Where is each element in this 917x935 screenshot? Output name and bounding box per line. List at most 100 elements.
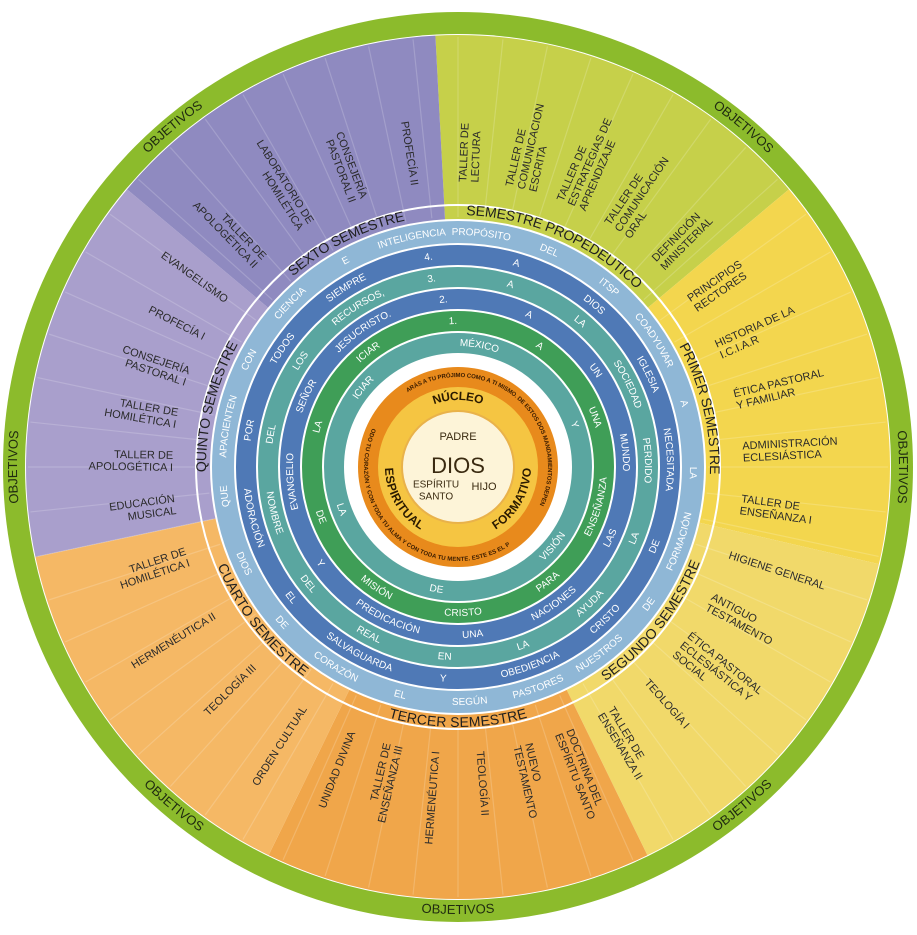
sector-streak [48,543,221,601]
objetivos-label: OBJETIVOS [5,430,22,505]
mission-ring-r5 [302,311,614,623]
ring-word-r1: E [340,254,351,267]
mission-rings: INTELIGENCIA PROPÓSITODELITSPCOADYUVARALA… [210,219,706,715]
ring-word-r3: PERDIDO [640,437,653,484]
ring-word-r3: EN [437,651,452,663]
sector-streak [169,147,292,282]
sector-streak [695,543,868,601]
ring-word-r5: LA [311,419,325,434]
sector-streak [624,652,747,787]
ring-word-r5: CRISTO [444,606,483,619]
course-tercero: TEOLOGÍA II [474,751,492,817]
center-espiritu: ESPÍRITU [413,478,459,491]
course-label-line: LECTURA [469,130,483,182]
ring-word-r1: EL [393,688,408,702]
ring-word-r4: A [524,308,535,321]
sector-streak [412,715,433,895]
mission-ring-r3 [258,267,658,667]
course-label-line: ECLESIÁSTICA [743,448,823,465]
sector-streak [659,213,807,321]
ring-word-r2: Y [439,673,447,684]
sector-streak [30,492,210,513]
sector-streak [324,57,382,230]
ring-word-r5: 1. [448,316,457,327]
sector-streak [509,711,548,888]
objetivos-label: OBJETIVOS [894,430,911,505]
ring-word-r2: NECESITADA [661,427,675,492]
ring-word-r4: 2. [439,294,448,306]
mission-ring-r2 [236,245,680,689]
sector-streak [534,704,592,877]
sector-streak [643,178,778,301]
sector-streak [138,178,273,301]
course-label-line: TEOLOGÍA II [474,751,492,817]
sector-streak [169,652,292,787]
sector-streak [324,704,382,877]
ring-word-r5: A [534,340,546,353]
ring-word-r2: 4. [424,251,434,263]
course-label-line: APOLOGÉTICA I [88,460,173,474]
nucleo-label: NÚCLEO [431,389,485,408]
ring-word-r1: QUE [218,485,232,508]
sector-streak [85,591,242,683]
sector-streak [48,333,221,391]
ring-word-r6: Y [568,420,581,430]
sector-streak [659,613,807,721]
sector-streak [282,73,357,239]
ring-word-r3: 3. [427,273,437,285]
sector-streak [282,695,357,861]
sector-streak [582,94,674,251]
sector-streak [702,377,879,416]
sector-streak [368,46,407,223]
center-dios: DIOS [431,453,485,478]
course-label-line: TALLER DE [457,123,471,183]
ring-word-r6: LA [334,502,349,518]
sector-streak [483,715,504,895]
center-hijo: HIJO [471,481,497,493]
sector-streak [85,251,242,343]
ring-word-r6: DE [429,583,445,596]
mission-ring-r1 [212,221,704,713]
sector-streak [559,695,634,861]
sector-streak [702,518,879,557]
center-disc-border [401,410,515,524]
sector-streak [64,568,230,643]
sector-streak [686,568,852,643]
ring-word-r4: MUNDO [617,433,631,472]
sector-streak [706,492,886,513]
sector-streak [242,94,334,251]
objetivos-label: OBJETIVOS [421,901,495,917]
sector-streak [674,251,831,343]
mission-ring-r4 [280,289,636,645]
title-ring-border [195,204,721,730]
ring-word-r1: LA [687,467,698,480]
ring-word-r3: LA [515,638,531,653]
center-padre: PADRE [439,431,476,443]
sector-streak [242,683,334,840]
sector-streak [706,421,886,442]
sector-streak [582,683,674,840]
ring-word-r3: DEL [264,423,278,445]
sector-streak [64,291,230,366]
ring-word-r2: A [512,257,522,270]
sector-streak [109,613,257,721]
course-label-line: ADMINISTRACIÓN [742,435,838,453]
sector-streak [686,291,852,366]
sector-streak [109,213,257,321]
sector-streak [37,518,214,557]
ring-word-r3: A [506,278,516,291]
sector-streak [534,57,592,230]
sector-streak [30,421,210,442]
sector-streak [368,711,407,888]
center-disc [402,411,514,523]
sector-streak [674,591,831,683]
ring-word-r2: POR [242,418,257,441]
sector-streak [643,633,778,756]
sector-streak [37,377,214,416]
course-label-line: TALLER DE [114,449,173,462]
